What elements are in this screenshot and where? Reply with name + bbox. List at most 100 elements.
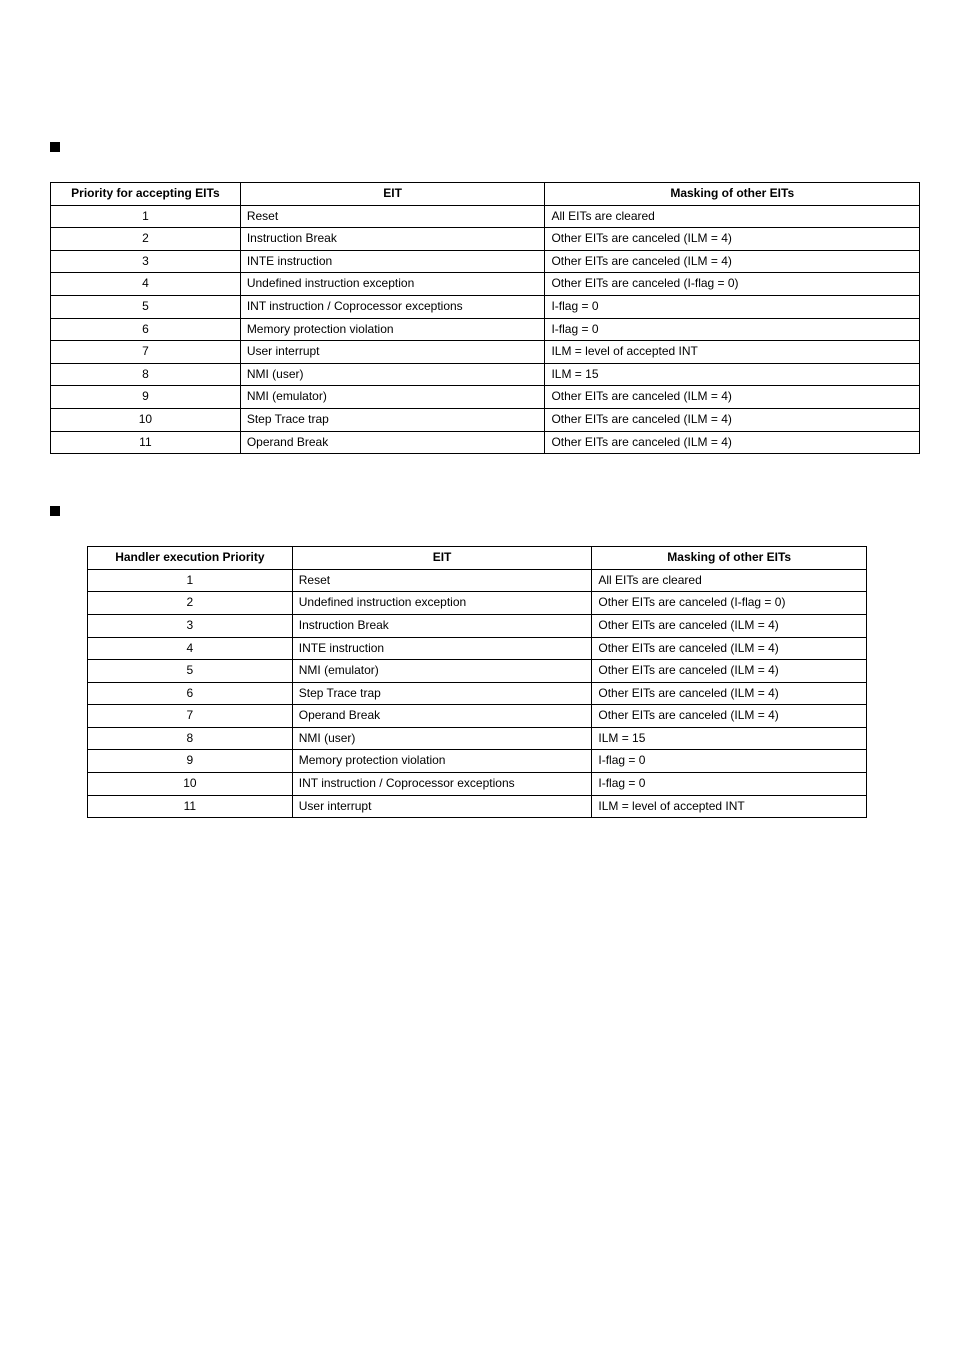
table-cell: 4	[51, 273, 241, 296]
table-cell: ILM = 15	[545, 363, 920, 386]
table-row: 9NMI (emulator)Other EITs are canceled (…	[51, 386, 920, 409]
table-cell: Other EITs are canceled (I-flag = 0)	[545, 273, 920, 296]
table-row: 4Undefined instruction exceptionOther EI…	[51, 273, 920, 296]
table-cell: 6	[51, 318, 241, 341]
table-cell: Undefined instruction exception	[240, 273, 545, 296]
table-cell: 5	[88, 660, 293, 683]
table-cell: NMI (user)	[292, 727, 592, 750]
table-cell: Step Trace trap	[240, 408, 545, 431]
table-cell: 8	[51, 363, 241, 386]
table-row: 7User interruptILM = level of accepted I…	[51, 341, 920, 364]
section-marker-1	[50, 140, 904, 152]
col-header: Masking of other EITs	[545, 183, 920, 206]
table-cell: Reset	[292, 569, 592, 592]
table-row: 6Step Trace trapOther EITs are canceled …	[88, 682, 867, 705]
table-cell: 1	[51, 205, 241, 228]
table-cell: Undefined instruction exception	[292, 592, 592, 615]
table-cell: Other EITs are canceled (ILM = 4)	[545, 228, 920, 251]
table-cell: 3	[51, 250, 241, 273]
table-cell: INT instruction / Coprocessor exceptions	[292, 773, 592, 796]
table-row: 2Instruction BreakOther EITs are cancele…	[51, 228, 920, 251]
col-header: EIT	[292, 547, 592, 570]
table-cell: Other EITs are canceled (ILM = 4)	[592, 660, 867, 683]
table-cell: 1	[88, 569, 293, 592]
table-cell: 10	[88, 773, 293, 796]
table-cell: Other EITs are canceled (ILM = 4)	[592, 705, 867, 728]
bullet-square-icon	[50, 506, 60, 516]
table-cell: All EITs are cleared	[592, 569, 867, 592]
table-cell: 8	[88, 727, 293, 750]
table-row: 4INTE instructionOther EITs are canceled…	[88, 637, 867, 660]
table-cell: 7	[88, 705, 293, 728]
table-cell: Other EITs are canceled (ILM = 4)	[545, 408, 920, 431]
table-cell: User interrupt	[240, 341, 545, 364]
table-cell: I-flag = 0	[545, 318, 920, 341]
table-header-row: Priority for accepting EITs EIT Masking …	[51, 183, 920, 206]
table-cell: Instruction Break	[292, 614, 592, 637]
table-cell: All EITs are cleared	[545, 205, 920, 228]
table-cell: Operand Break	[240, 431, 545, 454]
table-cell: 3	[88, 614, 293, 637]
table-body: 1ResetAll EITs are cleared2Undefined ins…	[88, 569, 867, 818]
table-row: 6Memory protection violationI-flag = 0	[51, 318, 920, 341]
table-row: 3INTE instructionOther EITs are canceled…	[51, 250, 920, 273]
priority-accepting-table: Priority for accepting EITs EIT Masking …	[50, 182, 920, 454]
table-cell: 11	[88, 795, 293, 818]
table-row: 7Operand BreakOther EITs are canceled (I…	[88, 705, 867, 728]
table-cell: Other EITs are canceled (ILM = 4)	[592, 682, 867, 705]
table-cell: I-flag = 0	[592, 750, 867, 773]
table-cell: 4	[88, 637, 293, 660]
table-row: 8NMI (user)ILM = 15	[51, 363, 920, 386]
handler-priority-table: Handler execution Priority EIT Masking o…	[87, 546, 867, 818]
table-cell: ILM = level of accepted INT	[545, 341, 920, 364]
table-row: 5NMI (emulator)Other EITs are canceled (…	[88, 660, 867, 683]
table-cell: Other EITs are canceled (ILM = 4)	[592, 637, 867, 660]
col-header: Priority for accepting EITs	[51, 183, 241, 206]
col-header: Masking of other EITs	[592, 547, 867, 570]
table-cell: Other EITs are canceled (I-flag = 0)	[592, 592, 867, 615]
table-cell: NMI (user)	[240, 363, 545, 386]
table-cell: Other EITs are canceled (ILM = 4)	[545, 431, 920, 454]
table-cell: 2	[88, 592, 293, 615]
table-cell: 6	[88, 682, 293, 705]
table-row: 3Instruction BreakOther EITs are cancele…	[88, 614, 867, 637]
table-cell: User interrupt	[292, 795, 592, 818]
table-cell: NMI (emulator)	[292, 660, 592, 683]
table-row: 11User interruptILM = level of accepted …	[88, 795, 867, 818]
table-header-row: Handler execution Priority EIT Masking o…	[88, 547, 867, 570]
table-cell: INTE instruction	[292, 637, 592, 660]
table-cell: 9	[88, 750, 293, 773]
table-cell: INT instruction / Coprocessor exceptions	[240, 295, 545, 318]
table-cell: ILM = 15	[592, 727, 867, 750]
table-cell: INTE instruction	[240, 250, 545, 273]
table-cell: Other EITs are canceled (ILM = 4)	[545, 386, 920, 409]
table-cell: Other EITs are canceled (ILM = 4)	[592, 614, 867, 637]
table-cell: I-flag = 0	[592, 773, 867, 796]
table-cell: Memory protection violation	[240, 318, 545, 341]
table-cell: Operand Break	[292, 705, 592, 728]
section-marker-2	[50, 504, 904, 516]
table-body: 1ResetAll EITs are cleared2Instruction B…	[51, 205, 920, 454]
table-cell: 2	[51, 228, 241, 251]
table-row: 8NMI (user)ILM = 15	[88, 727, 867, 750]
table-cell: 7	[51, 341, 241, 364]
table-row: 1ResetAll EITs are cleared	[88, 569, 867, 592]
table-cell: ILM = level of accepted INT	[592, 795, 867, 818]
table-row: 11Operand BreakOther EITs are canceled (…	[51, 431, 920, 454]
bullet-square-icon	[50, 142, 60, 152]
table-row: 5INT instruction / Coprocessor exception…	[51, 295, 920, 318]
table-row: 10INT instruction / Coprocessor exceptio…	[88, 773, 867, 796]
table-row: 10Step Trace trapOther EITs are canceled…	[51, 408, 920, 431]
table-cell: Memory protection violation	[292, 750, 592, 773]
table-cell: NMI (emulator)	[240, 386, 545, 409]
table-cell: 9	[51, 386, 241, 409]
table-cell: 11	[51, 431, 241, 454]
table-row: 1ResetAll EITs are cleared	[51, 205, 920, 228]
col-header: Handler execution Priority	[88, 547, 293, 570]
table-cell: 10	[51, 408, 241, 431]
table-cell: Instruction Break	[240, 228, 545, 251]
table-cell: I-flag = 0	[545, 295, 920, 318]
table-cell: Step Trace trap	[292, 682, 592, 705]
table-row: 9Memory protection violationI-flag = 0	[88, 750, 867, 773]
table-cell: Reset	[240, 205, 545, 228]
